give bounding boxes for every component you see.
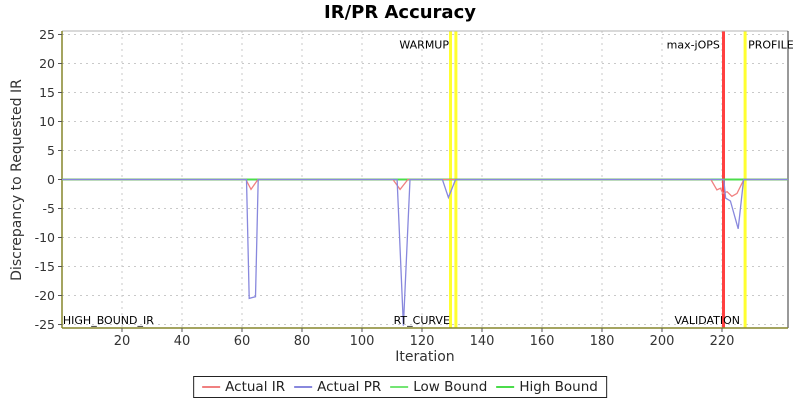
- legend-item-low-bound: Low Bound: [390, 379, 487, 395]
- x-tick-label: 160: [530, 334, 555, 349]
- x-tick-label: 220: [710, 334, 735, 349]
- legend: Actual IR Actual PR Low Bound High Bound: [193, 376, 607, 398]
- legend-swatch: [390, 386, 409, 388]
- legend-item-actual-ir: Actual IR: [202, 379, 285, 395]
- annotation-max-jops: max-jOPS: [667, 38, 720, 51]
- annotation-warmup: WARMUP: [399, 38, 449, 51]
- legend-label: Low Bound: [413, 379, 488, 395]
- legend-label: Actual IR: [225, 379, 286, 395]
- annotation-rt-curve: RT_CURVE: [394, 314, 450, 327]
- legend-swatch: [294, 386, 313, 388]
- annotation-profile: PROFILE: [748, 38, 794, 51]
- x-tick-label: 20: [114, 334, 131, 349]
- y-tick-label: -10: [35, 230, 55, 245]
- x-tick-label: 80: [294, 334, 311, 349]
- y-tick-label: 20: [39, 56, 55, 71]
- y-tick-label: -5: [43, 201, 55, 216]
- y-axis-title-text: Discrepancy to Requested IR: [9, 78, 25, 281]
- legend-label: Actual PR: [317, 379, 382, 395]
- y-tick-label: 15: [39, 85, 55, 100]
- annotation-validation: VALIDATION: [674, 314, 740, 327]
- x-tick-label: 200: [650, 334, 675, 349]
- x-tick-label: 100: [350, 334, 375, 349]
- y-tick-label: -15: [35, 259, 55, 274]
- y-tick-label: -25: [35, 317, 55, 332]
- y-tick-label: 0: [47, 172, 55, 187]
- annotation-high-bound-ir: HIGH_BOUND_IR: [63, 314, 154, 327]
- y-tick-label: 10: [39, 114, 55, 129]
- y-axis-title: Discrepancy to Requested IR: [2, 31, 32, 328]
- chart-title: IR/PR Accuracy: [324, 2, 476, 23]
- legend-label: High Bound: [519, 379, 598, 395]
- legend-swatch: [496, 386, 515, 388]
- x-tick-label: 120: [410, 334, 435, 349]
- series-actual-pr: [62, 178, 788, 326]
- legend-item-actual-pr: Actual PR: [294, 379, 381, 395]
- x-tick-label: 180: [590, 334, 615, 349]
- y-tick-label: 5: [47, 143, 55, 158]
- y-tick-label: -20: [35, 288, 55, 303]
- x-tick-label: 60: [234, 334, 251, 349]
- x-axis-title: Iteration: [395, 349, 455, 365]
- y-tick-label: 25: [39, 27, 55, 42]
- x-tick-label: 40: [174, 334, 191, 349]
- legend-swatch: [202, 386, 221, 388]
- legend-item-high-bound: High Bound: [496, 379, 598, 395]
- x-tick-label: 140: [470, 334, 495, 349]
- series-actual-ir: [62, 178, 788, 198]
